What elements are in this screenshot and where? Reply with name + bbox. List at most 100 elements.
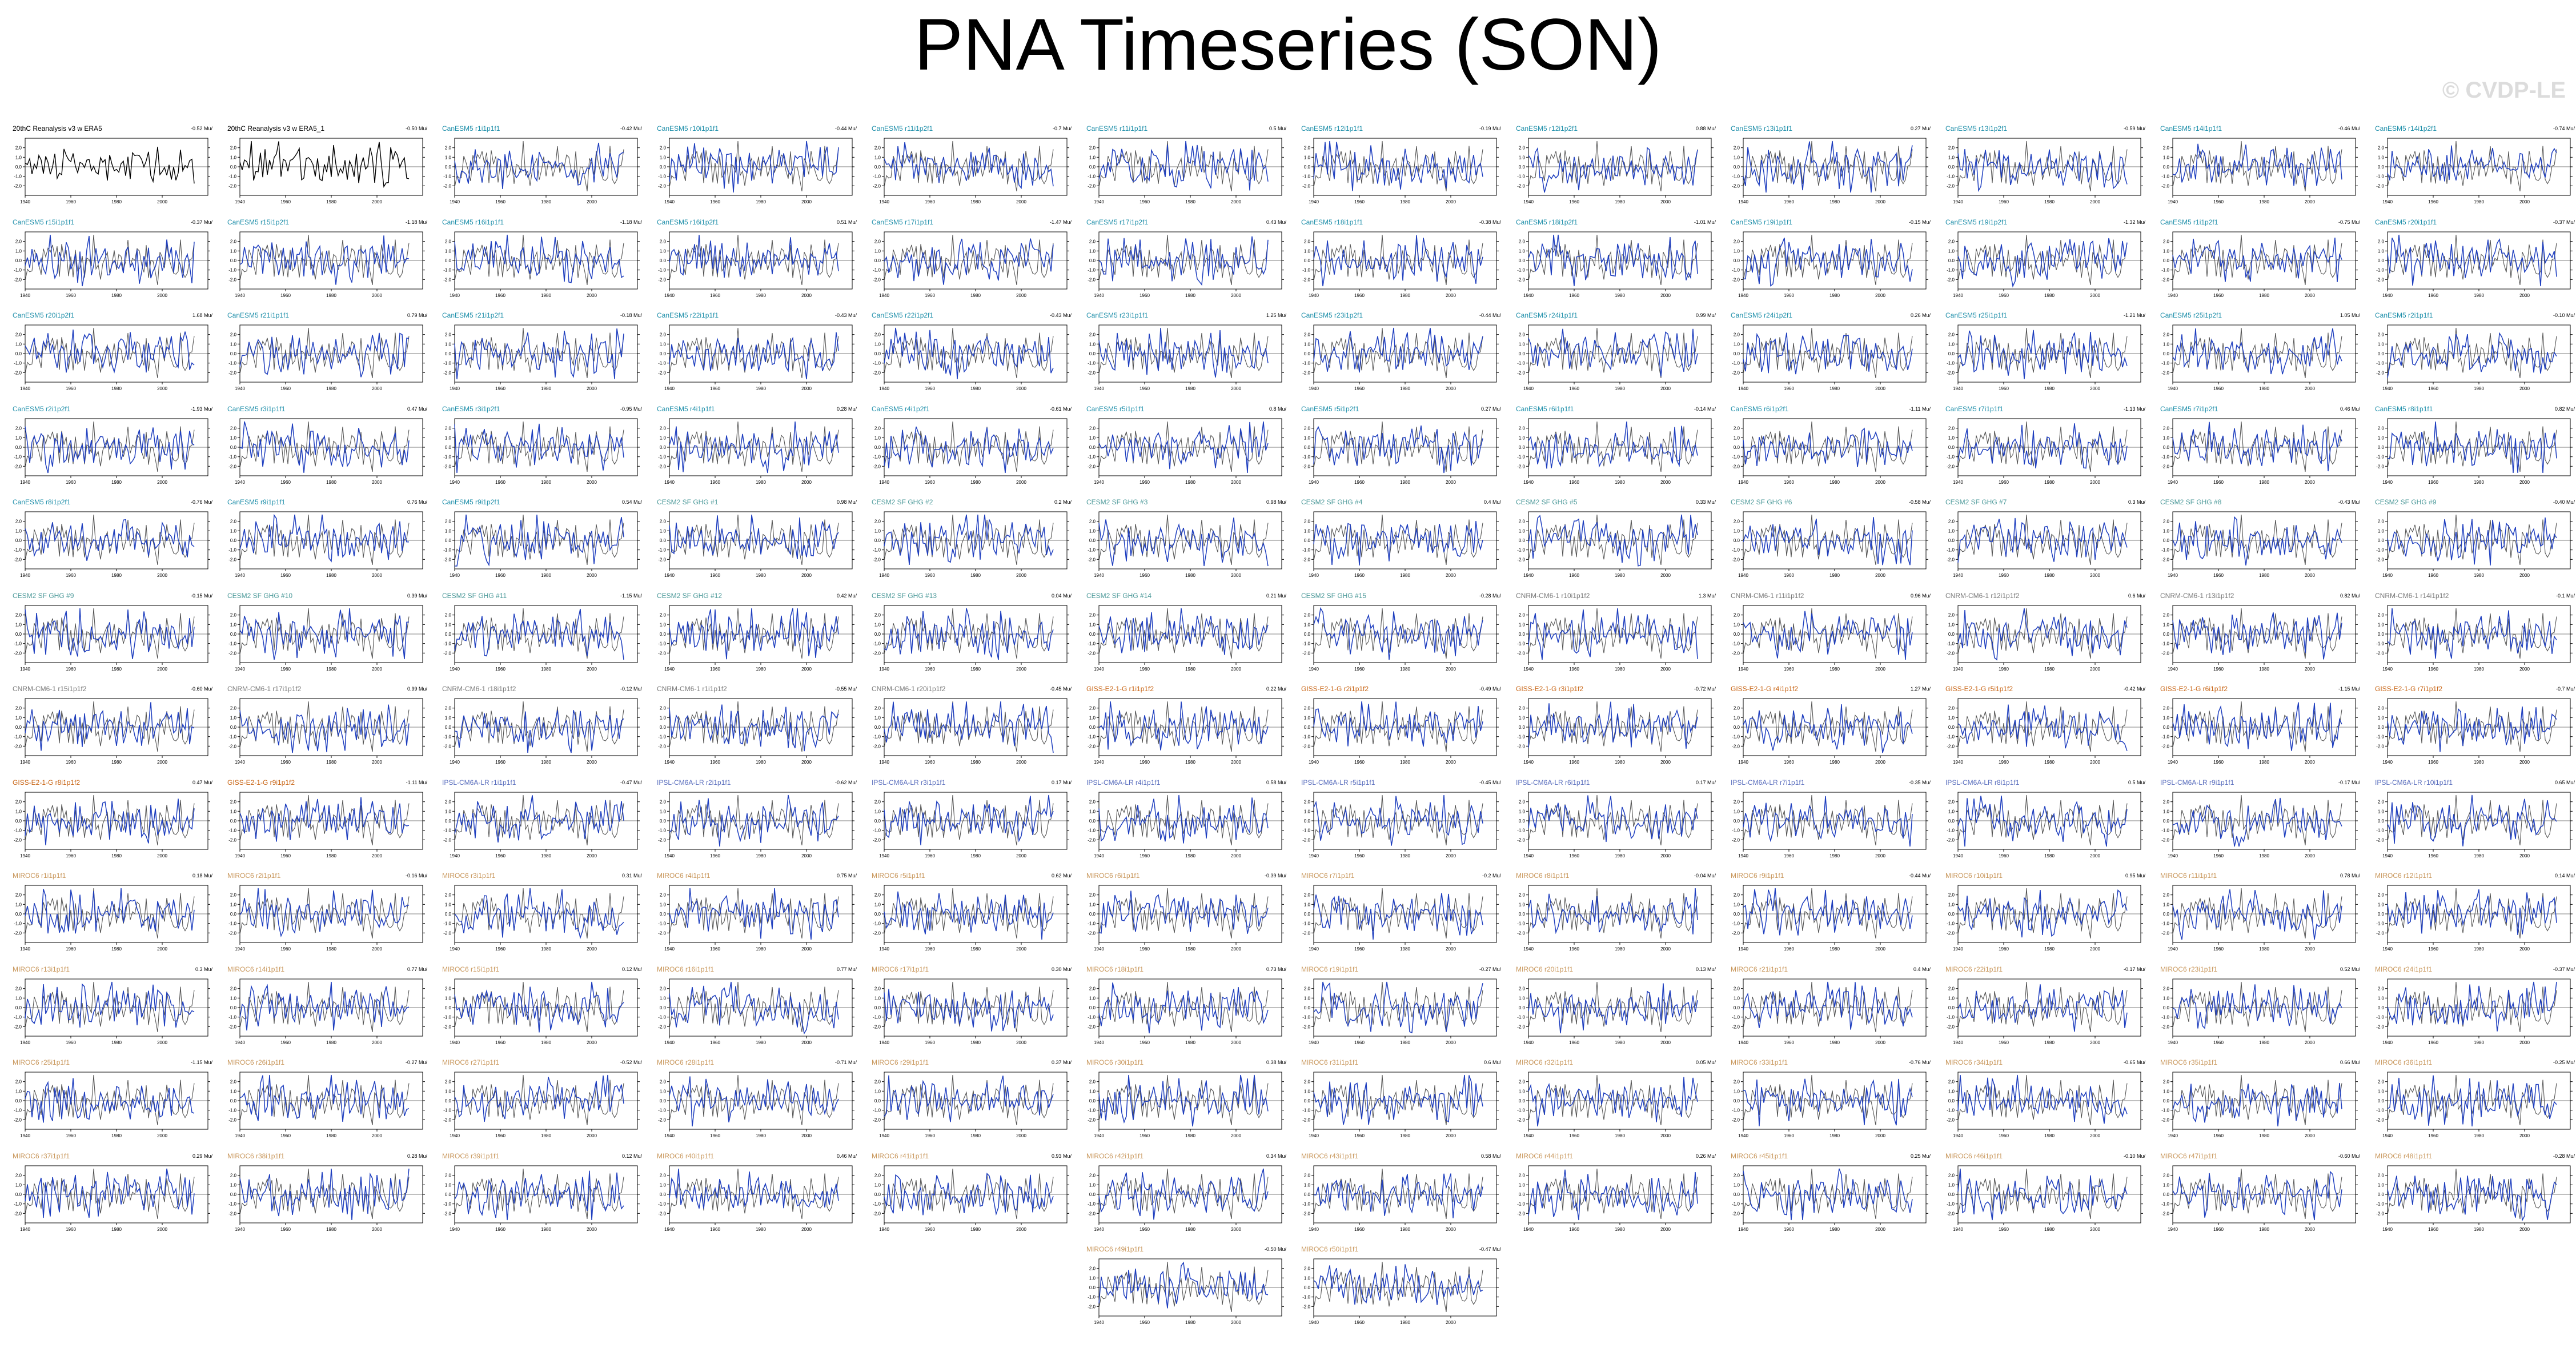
x-tick-label: 1940: [1738, 667, 1748, 672]
x-tick-label: 1980: [1615, 1133, 1625, 1138]
y-tick-label: 0.0: [1304, 819, 1311, 824]
y-tick-label: -2.0: [1088, 183, 1096, 188]
panel: CESM2 SF GHG #2 0.2 Mu/2.0 1.0 0.0 -1.0 -2.0 1…: [872, 498, 1072, 584]
y-tick-label: -1.0: [228, 1014, 236, 1020]
y-tick-label: 0.0: [1519, 165, 1526, 170]
x-tick-label: 1980: [2044, 1133, 2055, 1138]
panel-trend: -1.47 Mu/: [1049, 219, 1072, 225]
x-tick-label: 2000: [2305, 1133, 2315, 1138]
panel: MIROC6 r49i1p1f1 -0.50 Mu/2.0 1.0 0.0 -1.0 -2…: [1086, 1245, 1286, 1331]
x-tick-label: 1940: [1953, 1227, 1963, 1232]
y-tick-label: -2.0: [443, 744, 451, 749]
x-tick-label: 2000: [1446, 573, 1456, 578]
y-tick-label: 1.0: [1304, 902, 1311, 907]
panel: MIROC6 r41i1p1f1 0.93 Mu/2.0 1.0 0.0 -1.0 -2.…: [872, 1152, 1072, 1238]
x-tick-label: 1980: [1185, 946, 1195, 952]
panel-trend: -0.10 Mu/: [2553, 312, 2575, 318]
y-tick-label: -2.0: [443, 930, 451, 936]
panel-title: CanESM5 r9i1p1f1: [227, 498, 286, 506]
x-tick-label: 1960: [280, 199, 291, 204]
x-tick-label: 1940: [2168, 760, 2178, 765]
panel-title: GISS-E2-1-G r2i1p1f2: [1301, 685, 1369, 693]
panel: MIROC6 r45i1p1f1 0.25 Mu/2.0 1.0 0.0 -1.0 -2.…: [1731, 1152, 1931, 1238]
panel-title: MIROC6 r17i1p1f1: [872, 965, 929, 973]
panel-trend: 0.4 Mu/: [1913, 966, 1931, 972]
y-tick-label: 0.0: [2163, 1005, 2170, 1010]
y-tick-label: 0.0: [660, 1192, 667, 1197]
panel-title: GISS-E2-1-G r9i1p1f2: [227, 778, 295, 787]
x-tick-label: 1960: [495, 760, 505, 765]
x-tick-label: 2000: [1231, 667, 1241, 672]
panel: MIROC6 r35i1p1f1 0.66 Mu/2.0 1.0 0.0 -1.0 -2.…: [2160, 1058, 2360, 1144]
x-tick-label: 1940: [1738, 760, 1748, 765]
x-tick-label: 2000: [1016, 386, 1026, 391]
obs-overlay-line: [2172, 421, 2342, 472]
y-tick-label: 2.0: [660, 519, 667, 524]
panel-trend: 0.25 Mu/: [1910, 1153, 1931, 1159]
panel-title: GISS-E2-1-G r5i1p1f2: [1945, 685, 2013, 693]
panel-title: GISS-E2-1-G r4i1p1f2: [1731, 685, 1799, 693]
series-line: [1743, 796, 1913, 846]
y-tick-label: 1.0: [1304, 435, 1311, 440]
y-tick-label: 1.0: [230, 715, 237, 720]
y-tick-label: 1.0: [1089, 622, 1096, 627]
y-tick-label: 1.0: [15, 1089, 22, 1094]
x-tick-label: 1940: [20, 667, 30, 672]
x-tick-label: 1980: [1829, 1227, 1840, 1232]
y-tick-label: -1.0: [1517, 828, 1525, 833]
x-tick-label: 1960: [1139, 573, 1150, 578]
y-tick-label: 2.0: [1304, 146, 1311, 151]
y-tick-label: 2.0: [2378, 519, 2385, 524]
y-tick-label: -1.0: [2376, 1108, 2384, 1113]
obs-overlay-line: [1098, 234, 1269, 285]
series-line: [239, 981, 410, 1030]
x-tick-label: 1960: [1139, 667, 1150, 672]
x-tick-label: 1940: [879, 1040, 889, 1045]
x-tick-label: 2000: [587, 1040, 597, 1045]
panel-trend: 0.43 Mu/: [1266, 219, 1286, 225]
y-tick-label: -2.0: [1947, 837, 1955, 842]
obs-overlay-line: [884, 234, 1054, 285]
y-tick-label: -1.0: [658, 921, 666, 926]
panel-trend: -0.71 Mu/: [834, 1060, 857, 1065]
panel-trend: -0.17 Mu/: [2338, 779, 2360, 785]
series-line: [2172, 143, 2342, 187]
series-line: [2387, 1175, 2557, 1221]
y-tick-label: 2.0: [874, 146, 881, 151]
x-tick-label: 1980: [541, 199, 551, 204]
x-tick-label: 2000: [1446, 667, 1456, 672]
obs-overlay-line: [1528, 1168, 1698, 1219]
obs-overlay-line: [669, 888, 839, 938]
x-tick-label: 1980: [1400, 199, 1410, 204]
x-tick-label: 1980: [1615, 1227, 1625, 1232]
x-tick-label: 2000: [1016, 573, 1026, 578]
y-tick-label: 0.0: [1304, 165, 1311, 170]
panel-title: CanESM5 r23i1p2f1: [1301, 311, 1363, 319]
panel-trend: -1.13 Mu/: [2123, 406, 2145, 412]
series-line: [2172, 1170, 2342, 1220]
y-tick-label: -1.0: [1947, 267, 1955, 272]
x-tick-label: 1940: [450, 853, 460, 858]
y-tick-label: 2.0: [2378, 1080, 2385, 1085]
y-tick-label: 1.0: [1734, 248, 1740, 254]
panel-title: CanESM5 r2i1p1f1: [2375, 311, 2433, 319]
panel-trend: 0.75 Mu/: [836, 873, 857, 878]
x-tick-label: 1980: [2474, 946, 2484, 952]
x-tick-label: 1940: [2168, 480, 2178, 485]
y-tick-label: 2.0: [874, 986, 881, 991]
y-tick-label: 2.0: [1519, 986, 1526, 991]
panel: CanESM5 r16i1p2f1 0.51 Mu/2.0 1.0 0.0 -1.0 -2…: [657, 218, 857, 304]
y-tick-label: -1.0: [658, 174, 666, 179]
y-tick-label: -2.0: [2161, 1024, 2169, 1029]
x-tick-label: 1960: [2428, 760, 2438, 765]
series-line: [1957, 1168, 2128, 1220]
y-tick-label: 1.0: [660, 435, 667, 440]
x-tick-label: 1960: [280, 1227, 291, 1232]
